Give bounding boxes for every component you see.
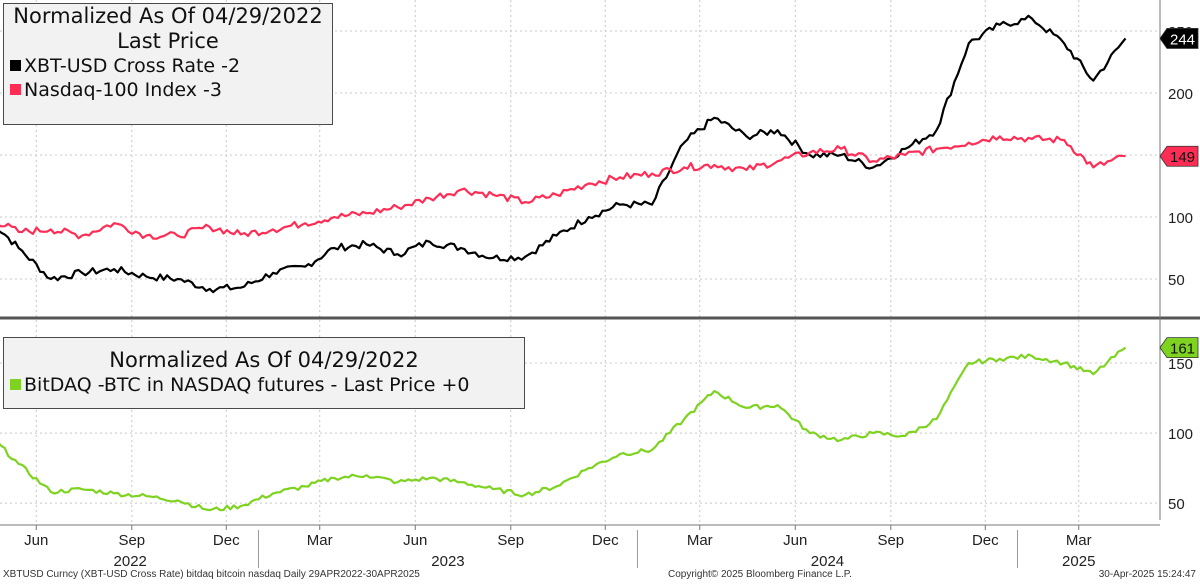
- x-tick-label: Dec: [592, 532, 619, 549]
- x-axis-labels: Jun Sep Dec Mar Jun Sep Dec Mar Jun Sep Dec Mar 2022…: [24, 525, 1095, 570]
- last-value-tag: [1159, 145, 1199, 167]
- legend-top: Normalized As Of 04/29/2022 Last Price X…: [3, 3, 333, 125]
- x-tick-label: Jun: [24, 532, 48, 549]
- series-line-0-1: [0, 134, 1126, 240]
- x-tick-label: Sep: [497, 532, 524, 549]
- footer-source: XBTUSD Curncy (XBT-USD Cross Rate) bitda…: [3, 569, 420, 580]
- x-tick-label: Mar: [687, 532, 713, 549]
- x-tick-label: Mar: [307, 532, 333, 549]
- x-tick-label: Sep: [118, 532, 145, 549]
- legend-title: Normalized As Of 04/29/2022: [13, 4, 323, 28]
- last-value-label: 161: [1170, 341, 1195, 358]
- legend-swatch-red: [10, 84, 21, 95]
- legend-item-label: BitDAQ -BTC in NASDAQ futures - Last Pri…: [24, 374, 470, 396]
- legend-title: Normalized As Of 04/29/2022: [109, 348, 419, 372]
- legend-swatch-green: [10, 379, 21, 390]
- x-tick-label: Jun: [783, 532, 807, 549]
- legend-item-bitdaq: BitDAQ -BTC in NASDAQ futures - Last Pri…: [4, 373, 524, 397]
- last-value-tags: 244 149 161: [1159, 28, 1199, 359]
- legend-subtitle: Last Price: [117, 29, 219, 53]
- legend-bottom: Normalized As Of 04/29/2022 BitDAQ -BTC …: [3, 337, 525, 409]
- last-value-label: 149: [1170, 149, 1195, 166]
- y-tick-label: 150: [1168, 356, 1193, 373]
- footer-copyright: Copyright© 2025 Bloomberg Finance L.P.: [668, 569, 852, 580]
- legend-item-label: XBT-USD Cross Rate -2: [24, 55, 241, 77]
- x-tick-label: Sep: [877, 532, 904, 549]
- y-tick-label: 100: [1168, 210, 1193, 227]
- series-line-1-0: [0, 346, 1127, 512]
- legend-item-nasdaq: Nasdaq-100 Index -3: [4, 78, 332, 102]
- x-year-label: 2025: [1062, 553, 1095, 570]
- footer-timestamp: 30-Apr-2025 15:24:47: [1098, 569, 1196, 580]
- y-tick-label: 50: [1168, 272, 1185, 289]
- legend-item-xbt: XBT-USD Cross Rate -2: [4, 54, 332, 78]
- x-tick-label: Dec: [213, 532, 240, 549]
- x-year-label: 2023: [431, 553, 464, 570]
- y-axis-labels: 5010015020025050100150: [1168, 24, 1193, 513]
- last-value-tag: [1159, 28, 1199, 49]
- legend-swatch-black: [10, 60, 21, 71]
- last-value-label: 244: [1170, 31, 1195, 48]
- y-tick-label: 200: [1168, 86, 1193, 103]
- x-tick-label: Jun: [403, 532, 427, 549]
- x-tick-label: Dec: [972, 532, 999, 549]
- x-year-label: 2024: [811, 553, 844, 570]
- x-tick-label: Mar: [1066, 532, 1092, 549]
- last-value-tag: [1159, 337, 1199, 359]
- series-layer: [0, 14, 1127, 512]
- y-tick-label: 100: [1168, 426, 1193, 443]
- legend-item-label: Nasdaq-100 Index -3: [24, 79, 222, 101]
- series-line-0-0: [0, 14, 1127, 294]
- grid-layer: [0, 0, 1160, 525]
- x-year-label: 2022: [114, 553, 147, 570]
- y-tick-label: 50: [1168, 496, 1185, 513]
